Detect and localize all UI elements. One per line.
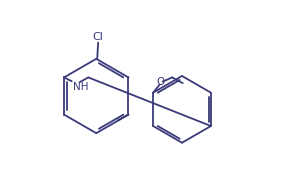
Text: NH: NH — [73, 82, 88, 92]
Text: Cl: Cl — [92, 32, 103, 42]
Text: O: O — [157, 77, 165, 87]
